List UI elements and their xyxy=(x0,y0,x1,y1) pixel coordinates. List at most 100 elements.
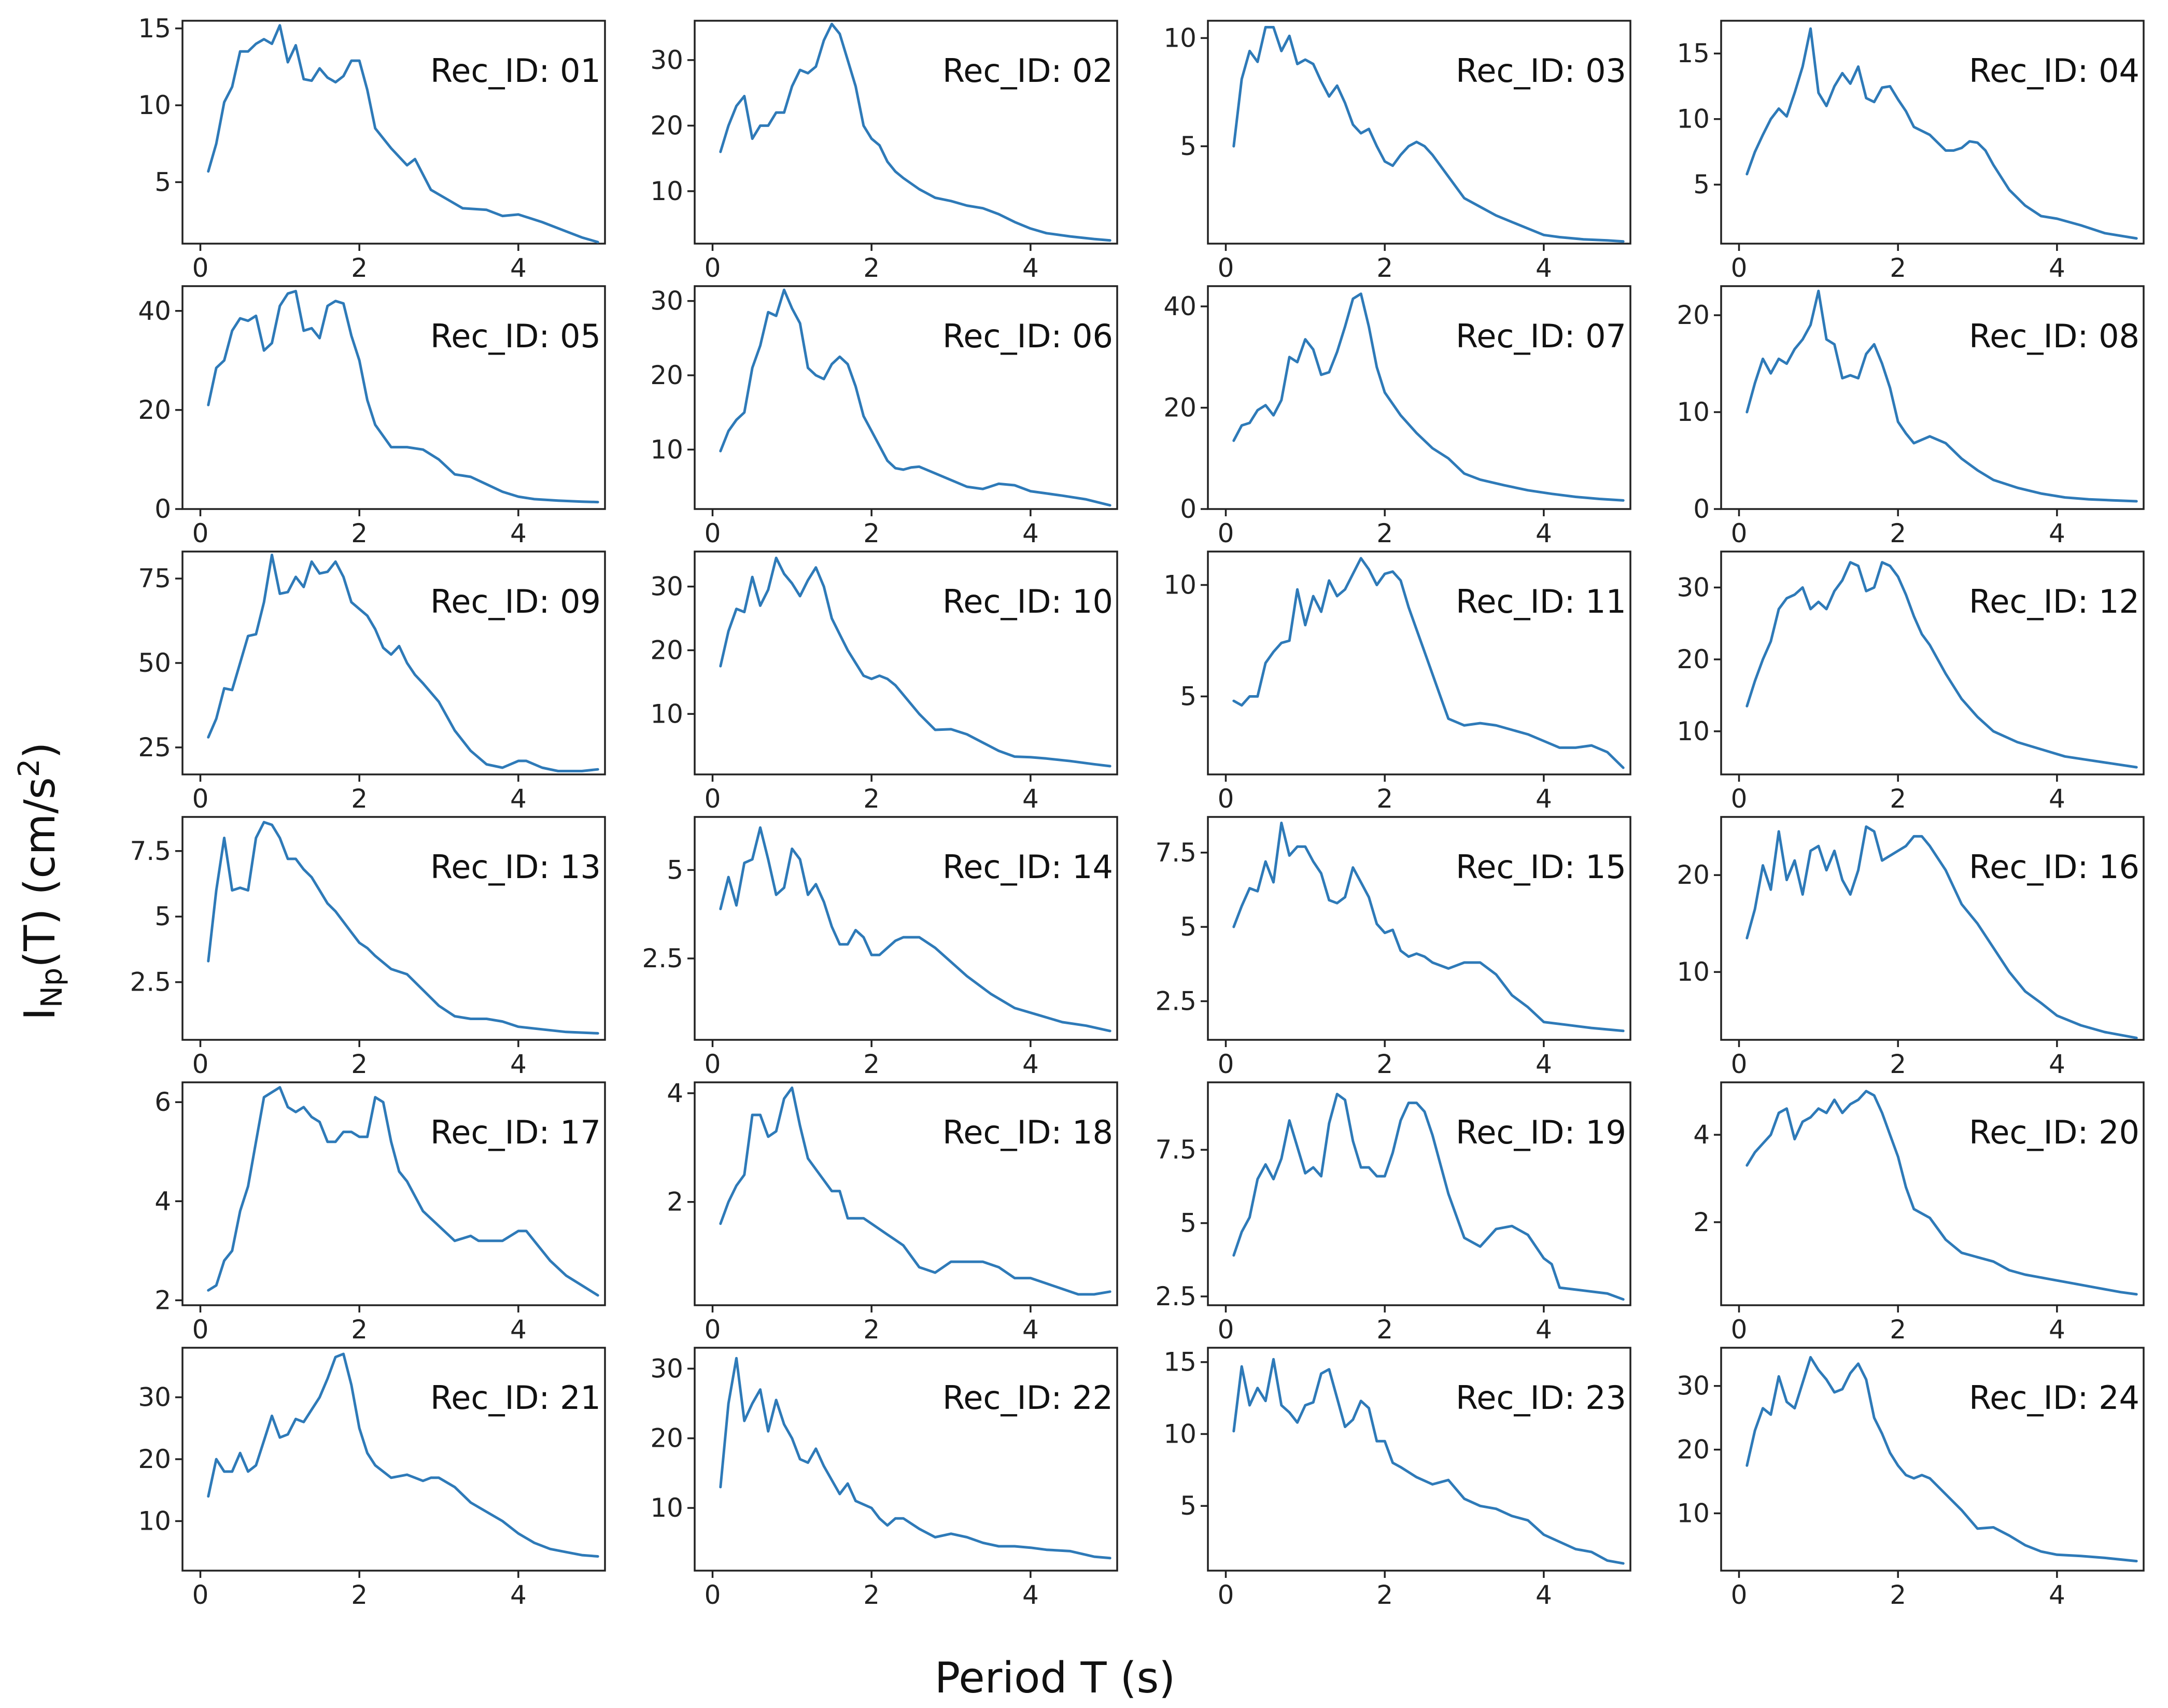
x-tick-label: 0 xyxy=(1731,253,1748,283)
x-tick-label: 0 xyxy=(705,1049,721,1079)
series-line xyxy=(1232,822,1625,1033)
rec-id-label: Rec_ID: 14 xyxy=(942,848,1113,886)
y-tick-label: 0 xyxy=(154,494,171,524)
plot-frame xyxy=(694,20,1118,245)
series-line xyxy=(1745,27,2138,240)
panel-rec-24: 10 20 30 0 2 4 Rec_ID: 24 xyxy=(1677,1347,2145,1610)
series-line xyxy=(719,288,1111,507)
x-tick-label: 4 xyxy=(510,1315,527,1345)
plot-frame xyxy=(181,20,606,245)
panel-rec-23: 5 10 15 0 2 4 Rec_ID: 23 xyxy=(1163,1347,1631,1610)
y-tick-label: 5 xyxy=(1180,912,1196,942)
x-tick-label: 4 xyxy=(1536,1580,1552,1610)
rec-id-label: Rec_ID: 17 xyxy=(430,1113,601,1151)
rec-id-label: Rec_ID: 22 xyxy=(942,1379,1113,1417)
y-tick-label: 15 xyxy=(1163,1347,1196,1377)
rec-id-label: Rec_ID: 08 xyxy=(1969,317,2139,355)
plot-frame xyxy=(1720,20,2145,245)
series-line xyxy=(719,1357,1111,1560)
x-tick-label: 4 xyxy=(2049,1580,2065,1610)
rec-id-label: Rec_ID: 13 xyxy=(430,848,601,886)
x-axis-title: Period T (s) xyxy=(935,1654,1176,1703)
x-tick-label: 2 xyxy=(1890,253,1906,283)
y-tick-label: 20 xyxy=(650,635,683,665)
x-tick-label: 4 xyxy=(510,784,527,814)
x-tick-label: 0 xyxy=(1731,518,1748,548)
y-axis-title-main: I xyxy=(16,1008,65,1020)
x-tick-label: 4 xyxy=(1536,518,1552,548)
x-tick-label: 2 xyxy=(863,518,880,548)
y-tick-label: 30 xyxy=(650,45,683,75)
y-tick-label: 5 xyxy=(1693,170,1710,200)
rec-id-label: Rec_ID: 20 xyxy=(1969,1113,2139,1151)
panel-rec-09: 25 50 75 0 2 4 Rec_ID: 09 xyxy=(138,550,606,814)
x-tick-label: 4 xyxy=(1022,1315,1039,1345)
x-tick-label: 4 xyxy=(1022,1049,1039,1079)
series-line xyxy=(1745,825,2138,1039)
rec-id-label: Rec_ID: 19 xyxy=(1456,1113,1626,1151)
y-tick-label: 5 xyxy=(1180,131,1196,161)
x-tick-label: 4 xyxy=(1022,253,1039,283)
y-tick-label: 20 xyxy=(1163,393,1196,423)
x-tick-label: 2 xyxy=(351,1315,368,1345)
y-tick-label: 30 xyxy=(650,572,683,602)
series-line xyxy=(1232,26,1625,243)
x-tick-label: 4 xyxy=(510,518,527,548)
y-tick-label: 10 xyxy=(1677,1498,1710,1528)
y-tick-label: 2.5 xyxy=(130,967,171,997)
x-tick-label: 0 xyxy=(705,518,721,548)
svg-text:INp(T) (cm/s2): INp(T) (cm/s2) xyxy=(12,742,69,1021)
x-tick-label: 0 xyxy=(1218,1315,1234,1345)
y-tick-label: 5 xyxy=(154,167,171,197)
x-tick-label: 4 xyxy=(2049,784,2065,814)
rec-id-label: Rec_ID: 11 xyxy=(1456,583,1626,620)
panel-rec-14: 2.5 5 0 2 4 Rec_ID: 14 xyxy=(642,816,1118,1079)
series-line xyxy=(1232,292,1625,502)
y-tick-label: 7.5 xyxy=(1155,838,1196,868)
x-tick-label: 4 xyxy=(1536,784,1552,814)
x-tick-label: 4 xyxy=(1536,1049,1552,1079)
x-tick-label: 0 xyxy=(1218,1049,1234,1079)
y-tick-label: 30 xyxy=(1677,1371,1710,1401)
panel-rec-19: 2.5 5 7.5 0 2 4 Rec_ID: 19 xyxy=(1155,1081,1631,1345)
y-tick-label: 10 xyxy=(650,1493,683,1523)
y-tick-label: 10 xyxy=(138,90,171,120)
panel-rec-13: 2.5 5 7.5 0 2 4 Rec_ID: 13 xyxy=(130,816,606,1079)
y-tick-label: 10 xyxy=(1163,1419,1196,1449)
x-tick-label: 2 xyxy=(351,253,368,283)
rec-id-label: Rec_ID: 05 xyxy=(430,317,601,355)
y-tick-label: 10 xyxy=(1677,716,1710,746)
series-line xyxy=(719,556,1111,768)
y-tick-label: 30 xyxy=(650,286,683,316)
y-tick-label: 5 xyxy=(1180,1208,1196,1238)
rec-id-label: Rec_ID: 24 xyxy=(1969,1379,2139,1417)
y-tick-label: 20 xyxy=(1677,644,1710,674)
x-tick-label: 2 xyxy=(1890,518,1906,548)
plot-frame xyxy=(694,550,1118,775)
y-tick-label: 5 xyxy=(1180,1491,1196,1521)
series-line xyxy=(207,821,599,1035)
x-tick-label: 0 xyxy=(705,1580,721,1610)
x-tick-label: 2 xyxy=(351,1580,368,1610)
y-tick-label: 10 xyxy=(650,434,683,464)
rec-id-label: Rec_ID: 07 xyxy=(1456,317,1626,355)
rec-id-label: Rec_ID: 04 xyxy=(1969,52,2139,90)
plot-frame xyxy=(1720,1081,2145,1306)
rec-id-label: Rec_ID: 01 xyxy=(430,52,601,90)
series-line xyxy=(207,24,599,244)
y-tick-label: 2.5 xyxy=(642,943,683,973)
x-tick-label: 0 xyxy=(1731,1315,1748,1345)
y-tick-label: 2 xyxy=(1693,1207,1710,1237)
y-tick-label: 10 xyxy=(1677,397,1710,427)
rec-id-label: Rec_ID: 10 xyxy=(942,583,1113,620)
x-tick-label: 0 xyxy=(192,518,209,548)
x-tick-label: 4 xyxy=(2049,1049,2065,1079)
rec-id-label: Rec_ID: 15 xyxy=(1456,848,1626,886)
y-axis-title-superscript: 2 xyxy=(12,759,46,778)
x-tick-label: 2 xyxy=(1376,518,1393,548)
x-tick-label: 0 xyxy=(192,1315,209,1345)
y-tick-label: 10 xyxy=(138,1506,171,1536)
y-tick-label: 10 xyxy=(650,699,683,729)
rec-id-label: Rec_ID: 09 xyxy=(430,583,601,620)
y-axis-title-subscript: Np xyxy=(35,968,69,1008)
